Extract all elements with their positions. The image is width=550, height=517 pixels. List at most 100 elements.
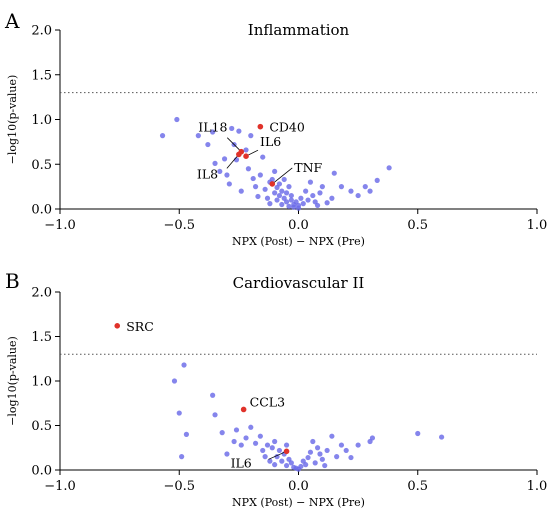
chart-title: Inflammation (248, 21, 350, 39)
x-tick-label: −1.0 (44, 479, 76, 494)
data-point (238, 188, 244, 194)
x-tick-label: 0.0 (288, 218, 309, 233)
data-point (283, 462, 290, 469)
x-tick-label: 0.5 (407, 218, 428, 233)
data-point (272, 190, 278, 196)
data-point (179, 454, 185, 460)
data-point (217, 168, 223, 175)
data-point (267, 201, 273, 207)
data-point (286, 184, 292, 190)
data-point (276, 192, 283, 199)
data-point (176, 410, 182, 416)
panel-letter: B (5, 269, 20, 293)
data-point (262, 454, 268, 460)
data-point (283, 190, 290, 196)
data-point (312, 460, 318, 466)
leader-line (226, 154, 240, 169)
data-point (303, 462, 309, 468)
data-point (248, 424, 254, 430)
leader-line (226, 137, 242, 153)
data-point (288, 460, 294, 466)
x-axis-label: NPX (Post) − NPX (Pre) (232, 496, 365, 509)
data-point (314, 445, 321, 451)
data-point (355, 192, 361, 199)
x-tick-label: 1.0 (527, 218, 548, 233)
highlighted-point (240, 406, 247, 413)
highlighted-point (114, 323, 121, 329)
highlighted-point (269, 181, 276, 187)
data-point (295, 202, 302, 209)
data-point (272, 168, 278, 175)
y-tick-label: 1.5 (31, 68, 52, 83)
data-point (252, 440, 259, 446)
data-point (288, 197, 294, 203)
point-label: CD40 (269, 120, 305, 135)
data-point (272, 438, 278, 445)
data-point (319, 184, 325, 190)
data-point (279, 188, 285, 194)
data-point (310, 438, 316, 445)
point-label: CCL3 (250, 394, 285, 409)
data-point (226, 181, 232, 187)
data-point (279, 458, 285, 464)
data-point (212, 412, 218, 418)
data-point (317, 451, 323, 457)
x-tick-label: 0.0 (288, 479, 309, 494)
y-tick-label: 2.0 (31, 286, 52, 301)
data-point (329, 195, 335, 201)
data-point (305, 454, 311, 461)
x-axis-label: NPX (Post) − NPX (Pre) (232, 235, 365, 248)
data-point (331, 170, 337, 176)
leader-line (272, 167, 293, 185)
data-point (324, 447, 330, 454)
data-point (233, 427, 240, 433)
data-point (252, 184, 259, 190)
data-point (279, 201, 285, 208)
x-tick-label: 1.0 (527, 479, 548, 494)
data-point (264, 195, 271, 201)
data-point (272, 462, 278, 468)
data-point (264, 442, 271, 448)
data-point (221, 156, 228, 162)
data-point (348, 188, 354, 194)
data-point (260, 154, 266, 160)
data-point (224, 451, 230, 457)
data-point (257, 172, 263, 178)
data-point (243, 435, 249, 441)
data-point (288, 192, 294, 199)
data-point (212, 160, 218, 166)
data-point (369, 435, 376, 441)
data-point (386, 165, 392, 171)
data-point (250, 175, 256, 182)
x-tick-label: −1.0 (44, 218, 76, 233)
data-point (338, 184, 345, 190)
data-point (248, 133, 254, 139)
data-point (195, 133, 201, 139)
data-point (276, 447, 283, 454)
data-point (314, 202, 321, 209)
panel-a: A Inflammation −1.0 −0.5 0.0 0.5 1.0 0.0 0.5 1.0 1… (4, 9, 547, 248)
data-point (267, 458, 273, 464)
highlighted-point (257, 123, 264, 130)
x-tick-label: −0.5 (163, 218, 195, 233)
data-point (355, 442, 361, 448)
highlighted-point (283, 448, 290, 455)
data-point (300, 201, 306, 207)
data-point (298, 463, 304, 470)
data-point (317, 190, 323, 196)
data-point (262, 186, 268, 192)
data-point (219, 430, 225, 436)
y-tick-label: 1.0 (31, 375, 52, 390)
data-point (231, 438, 237, 445)
data-point (210, 129, 216, 135)
leader-line (268, 450, 287, 460)
data-point (283, 199, 290, 205)
data-point (367, 188, 373, 194)
x-tick-label: −0.5 (163, 479, 195, 494)
data-point (343, 447, 349, 454)
data-point (274, 197, 280, 203)
chart-title: Cardiovascular II (233, 274, 365, 292)
data-point (324, 200, 330, 206)
data-point (243, 147, 249, 153)
